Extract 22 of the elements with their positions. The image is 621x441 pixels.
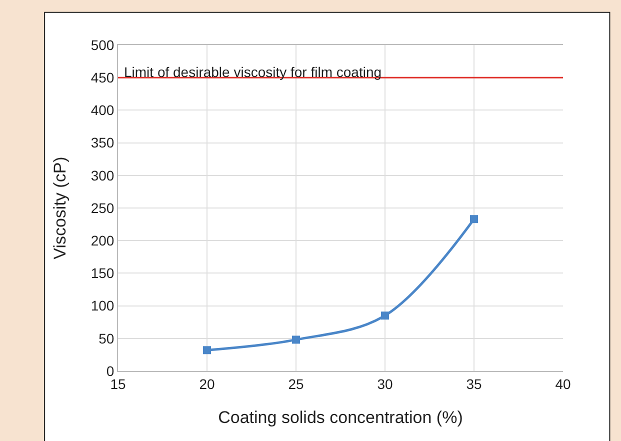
y-tick-label: 250 (90, 200, 114, 216)
x-tick-label: 20 (199, 376, 215, 392)
y-tick-label: 450 (90, 70, 114, 86)
y-tick-label: 300 (90, 167, 114, 184)
x-tick-label: 30 (377, 376, 393, 392)
y-tick-label: 100 (90, 298, 114, 314)
y-tick-label: 150 (90, 265, 114, 282)
point (381, 312, 389, 320)
y-tick-label: 200 (90, 232, 114, 248)
x-tick-label: 40 (555, 376, 571, 392)
point (292, 336, 300, 344)
y-tick-label: 50 (98, 330, 114, 346)
y-tick-label: 400 (90, 102, 114, 118)
point (470, 215, 478, 224)
x-tick-label: 35 (466, 376, 482, 392)
y-tick-label: 500 (90, 36, 114, 53)
x-axis-title: Coating solids concentration (%) (218, 408, 463, 428)
point (203, 346, 211, 354)
y-axis-title: Viscosity (cP) (50, 156, 70, 260)
y-tick-label: 350 (90, 134, 114, 151)
x-tick-label: 25 (288, 376, 304, 392)
ref-line-label: Limit of desirable viscosity for film coating (124, 64, 382, 80)
